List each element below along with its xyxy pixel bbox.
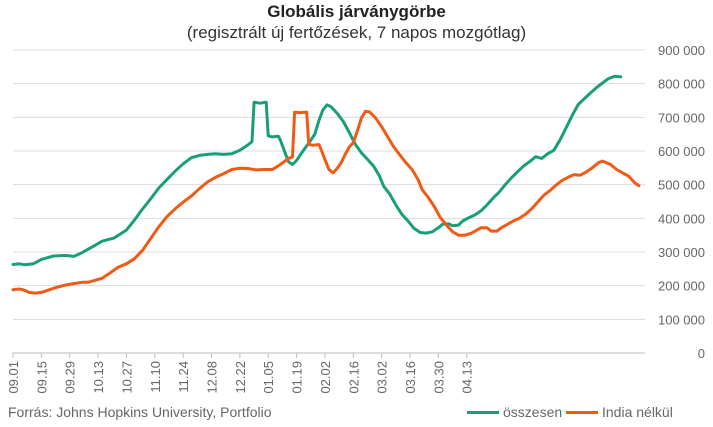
y-tick-label: 0	[698, 346, 705, 361]
series-line-india-nelkul	[11, 109, 641, 295]
x-tick-label: 12.08	[205, 361, 220, 394]
series-line-osszesen	[11, 74, 623, 267]
legend-item-osszesen: összesen	[467, 404, 562, 420]
x-tick-label: 02.16	[346, 361, 361, 394]
y-tick-label: 900 000	[658, 43, 705, 58]
y-tick-label: 300 000	[658, 245, 705, 260]
y-tick-label: 600 000	[658, 144, 705, 159]
y-tick-label: 200 000	[658, 279, 705, 294]
x-tick-label: 09.29	[63, 361, 78, 394]
source-note: Forrás: Johns Hopkins University, Portfo…	[8, 404, 272, 420]
x-axis-ticks: 09.01 09.15 09.29 10.13 10.27 11.10 11.24 12.08…	[6, 353, 475, 394]
x-tick-label: 04.13	[460, 361, 475, 394]
x-tick-label: 03.02	[375, 361, 390, 394]
legend-label-osszesen: összesen	[503, 404, 563, 420]
x-tick-label: 11.24	[176, 361, 191, 393]
y-tick-label: 100 000	[658, 312, 705, 327]
series-lines	[11, 74, 641, 295]
x-tick-label: 12.22	[233, 361, 248, 394]
x-tick-label: 01.19	[290, 361, 305, 394]
x-tick-label: 10.27	[119, 361, 134, 394]
legend-swatch-india-nelkul	[566, 410, 598, 414]
y-tick-label: 500 000	[658, 178, 705, 193]
legend-swatch-osszesen	[467, 410, 499, 414]
y-tick-label: 400 000	[658, 211, 705, 226]
chart-subtitle: (regisztrált új fertőzések, 7 napos mozg…	[186, 23, 527, 42]
x-tick-label: 11.10	[148, 361, 163, 393]
x-tick-label: 09.01	[6, 361, 21, 394]
x-tick-label: 10.13	[91, 361, 106, 394]
y-axis-ticks: 0 100 000 200 000 300 000 400 000 500 000 600 …	[658, 43, 705, 361]
y-tick-label: 700 000	[658, 110, 705, 125]
chart-title: Globális járványgörbe	[267, 2, 446, 21]
gridlines	[13, 49, 645, 354]
x-tick-label: 09.15	[34, 361, 49, 394]
y-tick-label: 800 000	[658, 77, 705, 92]
legend-label-india-nelkul: India nélkül	[602, 404, 673, 420]
x-tick-label: 01.05	[261, 361, 276, 394]
legend-item-india-nelkul: India nélkül	[566, 404, 673, 420]
x-tick-label: 03.16	[403, 361, 418, 394]
x-tick-label: 02.02	[318, 361, 333, 394]
x-tick-label: 03.30	[431, 361, 446, 394]
